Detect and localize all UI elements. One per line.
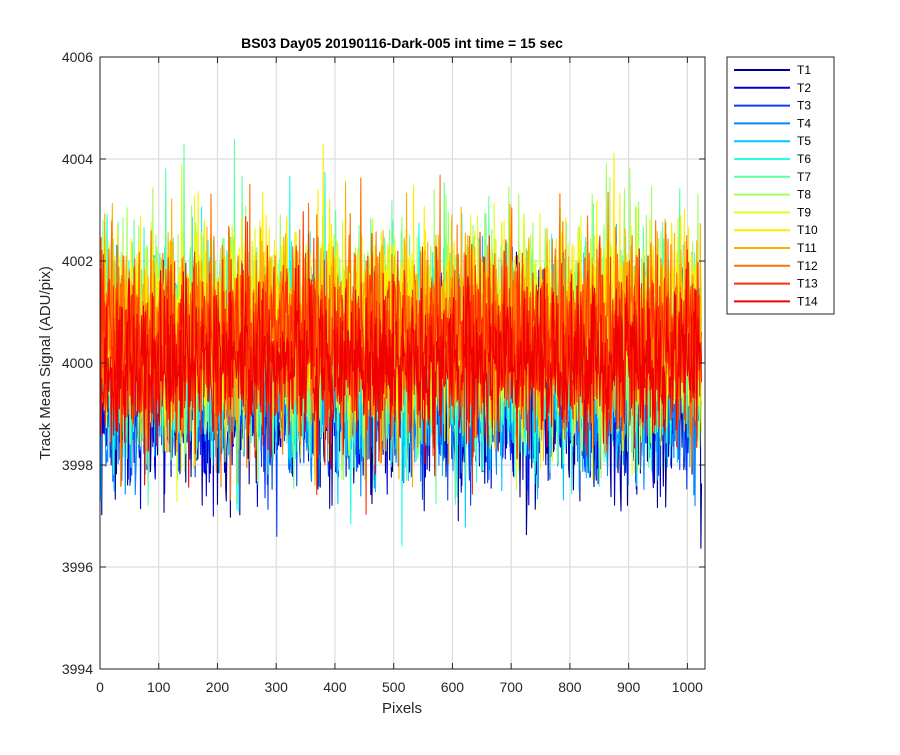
legend-label: T14 xyxy=(797,294,818,308)
tick-labels: 0 100 200 300 400 500 600 700 800 900 1000 3994 3996… xyxy=(62,49,703,695)
x-tick-label: 100 xyxy=(147,679,171,695)
y-axis-label: Track Mean Signal (ADU/pix) xyxy=(37,266,54,460)
legend-label: T13 xyxy=(797,277,818,291)
y-tick-label: 4006 xyxy=(62,49,93,65)
legend-label: T6 xyxy=(797,152,811,166)
series-line-t14 xyxy=(100,248,703,488)
legend-label: T12 xyxy=(797,259,818,273)
legend-label: T2 xyxy=(797,81,811,95)
legend-label: T1 xyxy=(797,63,811,77)
legend-label: T11 xyxy=(797,241,817,255)
y-tick-label: 3994 xyxy=(62,661,93,677)
x-tick-label: 0 xyxy=(96,679,104,695)
y-tick-label: 3998 xyxy=(62,457,93,473)
legend: T1 T2 T3 T4 T5 T6 T7 T8 T9 T10 T11 T12 T13 T14 xyxy=(726,56,835,315)
legend-label: T10 xyxy=(797,223,818,237)
x-axis-label: Pixels xyxy=(382,700,422,717)
x-tick-label: 900 xyxy=(617,679,641,695)
chart-title: BS03 Day05 20190116-Dark-005 int time = … xyxy=(241,35,563,51)
legend-label: T4 xyxy=(797,116,811,130)
x-tick-label: 500 xyxy=(382,679,406,695)
x-tick-label: 600 xyxy=(441,679,465,695)
legend-label: T9 xyxy=(797,205,811,219)
y-tick-label: 4002 xyxy=(62,253,93,269)
x-tick-label: 1000 xyxy=(672,679,703,695)
y-tick-label: 4004 xyxy=(62,151,93,167)
y-tick-label: 4000 xyxy=(62,355,93,371)
x-tick-label: 300 xyxy=(265,679,289,695)
legend-label: T7 xyxy=(797,170,811,184)
legend-label: T8 xyxy=(797,188,811,202)
x-tick-label: 700 xyxy=(499,679,523,695)
x-tick-label: 400 xyxy=(323,679,347,695)
axis-ticks xyxy=(99,56,705,670)
legend-label: T5 xyxy=(797,134,811,148)
y-tick-label: 3996 xyxy=(62,559,93,575)
legend-box xyxy=(726,56,835,315)
legend-label: T3 xyxy=(797,99,811,113)
x-tick-label: 800 xyxy=(558,679,582,695)
x-tick-label: 200 xyxy=(206,679,230,695)
series-layer xyxy=(100,138,703,549)
